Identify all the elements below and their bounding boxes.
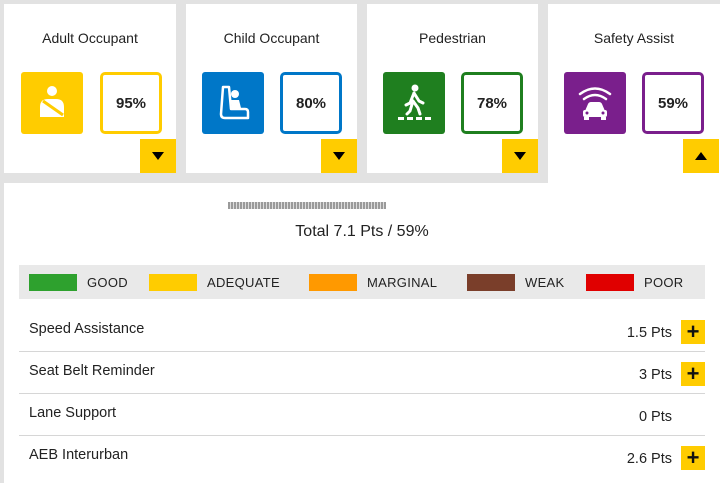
- card-title: Child Occupant: [223, 30, 320, 46]
- total-points: Total 7.1 Pts / 59%: [295, 223, 429, 240]
- row-points: 1.5 Pts: [626, 325, 672, 341]
- legend-swatch: [149, 273, 197, 291]
- chevron-down-icon: [333, 152, 345, 160]
- chevron-down-icon: [514, 152, 526, 160]
- row-name: Lane Support: [29, 405, 117, 421]
- child-score: 80%: [280, 72, 342, 134]
- legend-label: POOR: [644, 274, 684, 290]
- expand-toggle-button[interactable]: [140, 139, 176, 173]
- plus-icon: +: [686, 445, 700, 470]
- legend-swatch: [29, 273, 77, 291]
- rating-legend: GOOD ADEQUATE MARGINAL WEAK POOR: [19, 265, 705, 299]
- collapse-toggle-button[interactable]: [683, 139, 719, 173]
- chevron-up-icon: [695, 152, 707, 160]
- legend-swatch: [467, 273, 515, 291]
- legend-swatch: [309, 273, 357, 291]
- card-safety-assist: Safety Assist 59%: [548, 4, 720, 184]
- list-item-seat-belt-reminder: Seat Belt Reminder 3 Pts +: [19, 352, 705, 394]
- plus-icon: +: [686, 361, 700, 386]
- card-title: Adult Occupant: [42, 30, 138, 46]
- list-item-lane-support: Lane Support 0 Pts: [19, 394, 705, 436]
- safety-assist-detail-panel: Total 7.1 Pts / 59% GOOD ADEQUATE MARGIN…: [4, 183, 720, 483]
- pedestrian-icon: [383, 72, 445, 134]
- adult-score: 95%: [100, 72, 162, 134]
- legend-marginal: MARGINAL: [309, 265, 437, 299]
- card-adult-occupant: Adult Occupant 95%: [4, 4, 176, 173]
- expand-plus-button[interactable]: +: [681, 446, 705, 470]
- legend-weak: WEAK: [467, 265, 564, 299]
- child-seat-icon: [202, 72, 264, 134]
- legend-swatch: [586, 273, 634, 291]
- expand-plus-button[interactable]: +: [681, 362, 705, 386]
- card-title: Pedestrian: [419, 30, 486, 46]
- expand-toggle-button[interactable]: [502, 139, 538, 173]
- legend-label: GOOD: [87, 274, 128, 290]
- row-name: AEB Interurban: [29, 447, 129, 463]
- legend-label: ADEQUATE: [207, 274, 280, 290]
- row-name: Seat Belt Reminder: [29, 363, 155, 379]
- legend-poor: POOR: [586, 265, 683, 299]
- seatbelt-occupant-icon: [21, 72, 83, 134]
- legend-label: WEAK: [525, 274, 565, 290]
- car-sensor-icon: [564, 72, 626, 134]
- list-item-aeb-interurban: AEB Interurban 2.6 Pts +: [19, 436, 705, 478]
- chevron-down-icon: [152, 152, 164, 160]
- safety-assist-score: 59%: [642, 72, 704, 134]
- legend-adequate: ADEQUATE: [149, 265, 280, 299]
- legend-label: MARGINAL: [367, 274, 438, 290]
- assessment-list: Speed Assistance 1.5 Pts + Seat Belt Rem…: [19, 310, 705, 478]
- row-points: 3 Pts: [638, 367, 672, 383]
- pedestrian-score: 78%: [461, 72, 523, 134]
- row-name: Speed Assistance: [29, 321, 145, 337]
- expand-plus-button[interactable]: +: [681, 320, 705, 344]
- row-points: 2.6 Pts: [626, 451, 672, 467]
- card-pedestrian: Pedestrian 78%: [367, 4, 538, 173]
- drag-handle[interactable]: [228, 202, 386, 209]
- row-points: 0 Pts: [638, 409, 672, 425]
- card-child-occupant: Child Occupant 80%: [186, 4, 357, 173]
- expand-toggle-button[interactable]: [321, 139, 357, 173]
- legend-good: GOOD: [29, 265, 128, 299]
- card-title: Safety Assist: [593, 30, 675, 46]
- list-item-speed-assistance: Speed Assistance 1.5 Pts +: [19, 310, 705, 352]
- plus-icon: +: [686, 319, 700, 344]
